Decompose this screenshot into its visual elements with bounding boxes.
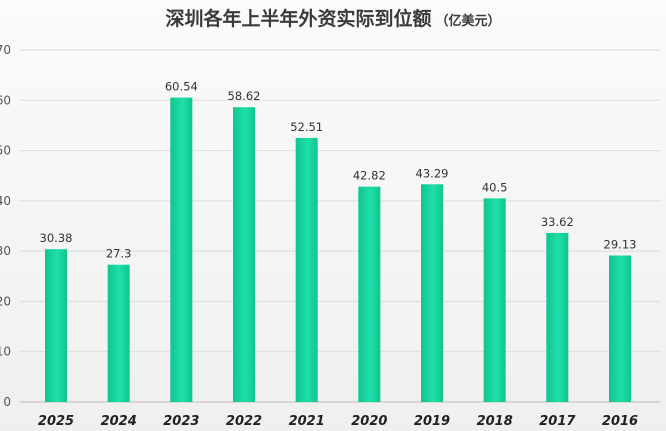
y-tick-label: 40 <box>0 194 11 208</box>
x-tick-label-2025: 2025 <box>38 414 74 429</box>
y-axis: 0 10 20 30 40 50 60 70 <box>0 43 11 409</box>
bar-2019 <box>421 184 443 402</box>
data-label-2025: 30.38 <box>40 231 73 245</box>
data-label-2017: 33.62 <box>541 215 574 229</box>
data-label-2024: 27.3 <box>106 247 132 261</box>
bar-2016 <box>609 255 631 402</box>
bar-2022 <box>233 107 255 402</box>
y-tick-label: 30 <box>0 244 11 258</box>
x-tick-label-2019: 2019 <box>414 414 450 429</box>
data-labels: 30.38 27.3 60.54 58.62 52.51 42.82 43.29 40.5 33… <box>40 80 637 261</box>
bar-2017 <box>546 232 569 402</box>
x-tick-label-2020: 2020 <box>351 414 387 429</box>
y-tick-label: 0 <box>3 395 11 409</box>
y-tick-label: 70 <box>0 43 11 57</box>
y-tick-label: 10 <box>0 345 11 359</box>
x-tick-label-2018: 2018 <box>477 414 513 429</box>
bar-2021 <box>295 137 318 402</box>
x-tick-label-2016: 2016 <box>602 414 638 429</box>
data-label-2019: 43.29 <box>416 166 449 180</box>
data-label-2020: 42.82 <box>353 169 386 183</box>
bar-2018 <box>483 198 506 402</box>
x-tick-label-2024: 2024 <box>101 414 137 429</box>
bars <box>45 97 631 402</box>
x-tick-label-2021: 2021 <box>289 414 325 429</box>
data-label-2023: 60.54 <box>165 80 198 94</box>
x-tick-label-2017: 2017 <box>539 414 576 429</box>
bar-2025 <box>45 249 67 402</box>
y-tick-label: 60 <box>0 93 11 107</box>
y-tick-label: 20 <box>0 294 11 308</box>
x-tick-label-2022: 2022 <box>226 414 262 429</box>
data-label-2022: 58.62 <box>228 89 261 103</box>
bar-2023 <box>170 97 193 402</box>
y-tick-label: 50 <box>0 144 11 158</box>
chart-title: 深圳各年上半年外资实际到位额 （亿美元） <box>165 7 500 30</box>
data-label-2018: 40.5 <box>482 180 508 194</box>
bar-2020 <box>358 186 381 402</box>
data-label-2021: 52.51 <box>290 120 323 134</box>
x-axis: 2025 2024 2023 2022 2021 2020 2019 2018 2017 2016 <box>38 414 638 429</box>
x-tick-label-2023: 2023 <box>163 414 199 429</box>
data-label-2016: 29.13 <box>604 238 637 252</box>
bar-2024 <box>107 264 130 402</box>
